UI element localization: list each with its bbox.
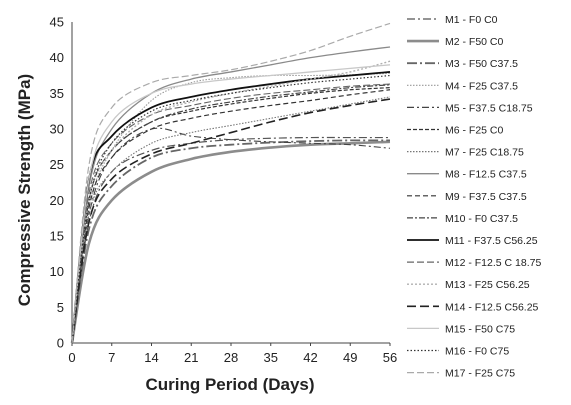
- series-lines: [70, 22, 391, 344]
- y-tick-label: 45: [50, 15, 64, 30]
- x-tick-label: 21: [184, 350, 198, 365]
- legend-label-15: M15 - F50 C75: [445, 323, 515, 335]
- series-line-1: [71, 136, 390, 344]
- tick-labels: 0 5 10 15 20 25 30 35 40 45 0 7 14 21 28 35 42 49 56: [50, 15, 398, 366]
- legend-label-10: M10 - F0 C37.5: [445, 213, 518, 225]
- plot-axes: [71, 22, 390, 344]
- y-tick-label: 25: [50, 157, 64, 172]
- x-tick-label: 7: [108, 350, 115, 365]
- legend-label-1: M1 - F0 C0: [445, 14, 498, 26]
- series-line-10: [71, 84, 391, 344]
- series-line-3: [71, 139, 391, 344]
- y-tick-label: 40: [50, 50, 64, 65]
- legend-label-5: M5 - F37.5 C18.75: [445, 102, 533, 114]
- legend-label-4: M4 - F25 C37.5: [445, 80, 518, 92]
- series-line-7: [71, 96, 391, 344]
- y-tick-label: 20: [50, 193, 64, 208]
- legend-label-13: M13 - F25 C56.25: [445, 279, 530, 291]
- legend-label-11: M11 - F37.5 C56.25: [445, 235, 538, 247]
- series-line-9: [71, 89, 391, 344]
- x-tick-label: 42: [303, 350, 317, 365]
- x-tick-label: 28: [224, 350, 238, 365]
- legend-label-12: M12 - F12.5 C 18.75: [445, 257, 541, 269]
- legend-label-9: M9 - F37.5 C37.5: [445, 191, 527, 203]
- y-tick-label: 35: [50, 86, 64, 101]
- legend-label-3: M3 - F50 C37.5: [445, 58, 518, 70]
- y-tick-label: 30: [50, 122, 64, 137]
- legend-label-14: M14 - F12.5 C56.25: [445, 301, 539, 313]
- series-line-14: [71, 98, 391, 344]
- legend-label-6: M6 - F25 C0: [445, 125, 504, 137]
- x-tick-label: 0: [68, 350, 75, 365]
- y-axis-title: Compressive Strength (MPa): [15, 74, 34, 306]
- series-line-5: [71, 127, 391, 344]
- x-tick-label: 49: [343, 350, 357, 365]
- legend-label-17: M17 - F25 C75: [445, 368, 515, 380]
- series-line-12: [71, 83, 391, 344]
- legend: M1 - F0 C0 M2 - F50 C0 M3 - F50 C37.5 M4 - …: [407, 14, 541, 380]
- x-tick-label: 14: [144, 350, 158, 365]
- legend-label-7: M7 - F25 C18.75: [445, 147, 524, 159]
- series-line-2: [70, 140, 391, 344]
- y-tick-label: 5: [57, 300, 64, 315]
- y-tick-label: 15: [50, 229, 64, 244]
- x-tick-label: 35: [264, 350, 278, 365]
- series-line-13: [71, 60, 391, 344]
- legend-label-16: M16 - F0 C75: [445, 346, 509, 358]
- series-line-8: [71, 46, 391, 344]
- x-axis-title: Curing Period (Days): [145, 375, 314, 394]
- series-line-17: [71, 22, 391, 344]
- legend-label-2: M2 - F50 C0: [445, 36, 504, 48]
- legend-label-8: M8 - F12.5 C37.5: [445, 169, 527, 181]
- x-tick-label: 56: [383, 350, 397, 365]
- y-tick-label: 0: [57, 336, 64, 351]
- series-line-15: [71, 64, 391, 344]
- series-line-16: [71, 74, 391, 344]
- series-line-4: [71, 72, 391, 344]
- y-tick-label: 10: [50, 264, 64, 279]
